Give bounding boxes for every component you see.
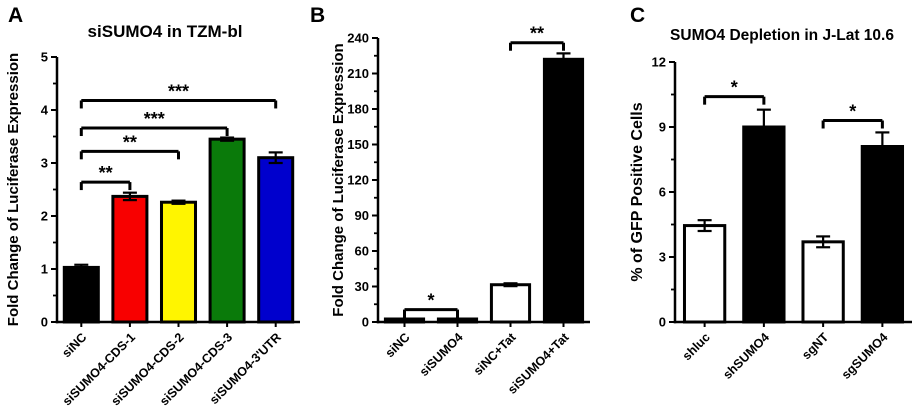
y-tick-label: 30 — [355, 279, 369, 294]
x-tick-label: siNC+Tat — [471, 330, 519, 378]
y-tick-label: 210 — [347, 66, 369, 81]
y-tick-label: 6 — [659, 185, 666, 200]
y-tick-label: 0 — [659, 315, 666, 330]
bar — [257, 156, 295, 324]
x-tick-label: shluc — [680, 330, 713, 363]
y-tick-label: 0 — [41, 315, 48, 330]
chart-title: siSUMO4 in TZM-bl — [88, 22, 243, 41]
y-axis-label: Fold Change of Luciferase Expression — [5, 53, 22, 326]
bar — [542, 57, 585, 324]
bar — [489, 283, 532, 324]
significance-label: * — [849, 102, 856, 122]
x-tick-label: shSUMO4 — [720, 330, 772, 382]
y-tick-label: 0 — [362, 315, 369, 330]
y-tick-label: 3 — [659, 250, 666, 265]
panel-a-chart: siSUMO4 in TZM-bl Fold Change of Lucifera… — [5, 22, 300, 408]
significance-label: * — [427, 291, 434, 311]
significance-label: * — [731, 78, 738, 98]
panel-c-chart: SUMO4 Depletion in J-Lat 10.6 % of GFP Po… — [629, 27, 912, 382]
x-tick-label: siNC — [59, 330, 89, 360]
y-tick-label: 12 — [652, 55, 666, 70]
x-tick-label: sgNT — [799, 330, 831, 362]
panel-letter-c: C — [630, 4, 646, 27]
significance-label: ** — [530, 24, 544, 44]
bar — [801, 240, 845, 324]
y-tick-label: 90 — [355, 208, 369, 223]
y-tick-label: 9 — [659, 120, 666, 135]
panel-letter-a: A — [8, 4, 24, 27]
y-axis-label: Fold Change of Luciferase Expression — [330, 43, 347, 316]
panel-letter-b: B — [310, 4, 326, 27]
bar — [860, 145, 905, 324]
bar — [111, 194, 149, 324]
panel-b-chart: Fold Change of Luciferase Expression 0 30 6… — [330, 24, 590, 397]
x-tick-label: sgSUMO4 — [839, 330, 891, 382]
y-tick-label: 4 — [41, 103, 49, 118]
y-axis-label: % of GFP Positive Cells — [629, 102, 646, 281]
y-tick-label: 180 — [347, 102, 369, 117]
x-tick-label: siSUMO4 — [417, 330, 466, 379]
bar — [436, 317, 479, 324]
y-tick-label: 3 — [41, 156, 48, 171]
y-tick-label: 5 — [41, 50, 48, 65]
x-tick-label: siNC — [383, 330, 413, 360]
y-tick-label: 120 — [347, 173, 369, 188]
y-tick-label: 150 — [347, 137, 369, 152]
bar — [742, 125, 786, 324]
bar — [62, 265, 100, 324]
panel-b: B Fold Change of Luciferase Expression 0 3… — [307, 0, 614, 417]
significance-label: ** — [99, 163, 113, 183]
bar — [159, 200, 198, 324]
y-tick-label: 2 — [41, 209, 48, 224]
bar — [682, 224, 727, 324]
significance-label: *** — [144, 109, 165, 129]
panel-a: A siSUMO4 in TZM-bl Fold Change of Lucife… — [0, 0, 307, 417]
y-tick-label: 240 — [347, 31, 369, 46]
bar — [208, 137, 246, 324]
bar — [383, 317, 426, 324]
y-tick-label: 60 — [355, 244, 369, 259]
chart-title: SUMO4 Depletion in J-Lat 10.6 — [670, 27, 894, 44]
significance-label: ** — [123, 132, 137, 152]
panel-c: C SUMO4 Depletion in J-Lat 10.6 % of GFP … — [614, 0, 921, 417]
y-tick-label: 1 — [41, 262, 48, 277]
significance-label: *** — [168, 81, 189, 101]
